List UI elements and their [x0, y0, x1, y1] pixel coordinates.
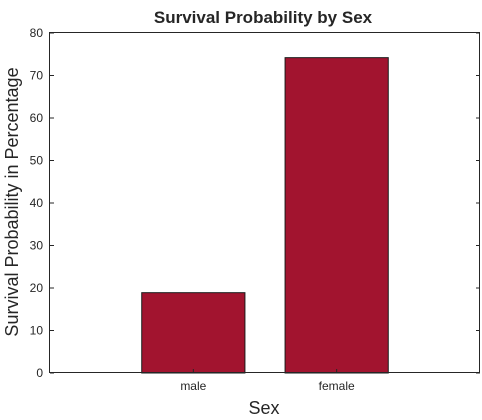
x-tick-label-female: female	[319, 379, 355, 393]
y-tick-label-10: 10	[30, 324, 44, 338]
y-tick-label-70: 70	[30, 69, 44, 83]
plot-frame	[49, 32, 480, 373]
y-tick-label-60: 60	[30, 111, 44, 125]
x-axis-label: Sex	[248, 398, 279, 418]
chart-title: Survival Probability by Sex	[154, 8, 373, 27]
y-tick-label-50: 50	[30, 154, 44, 168]
bar-female	[284, 57, 389, 374]
y-tick-label-30: 30	[30, 239, 44, 253]
y-axis-label: Survival Probability in Percentage	[2, 67, 22, 336]
y-tick-label-20: 20	[30, 281, 44, 295]
bars-layer	[141, 57, 389, 374]
x-axis: male female	[180, 369, 355, 393]
y-tick-label-0: 0	[36, 366, 43, 380]
y-tick-label-40: 40	[30, 196, 44, 210]
y-tick-label-80: 80	[30, 26, 44, 40]
x-tick-label-male: male	[180, 379, 206, 393]
plot-area: 0 10 20 30 40 50 60 70 80 male female	[30, 26, 480, 393]
bar-male	[141, 292, 246, 374]
y-axis: 0 10 20 30 40 50 60 70 80	[30, 26, 480, 380]
